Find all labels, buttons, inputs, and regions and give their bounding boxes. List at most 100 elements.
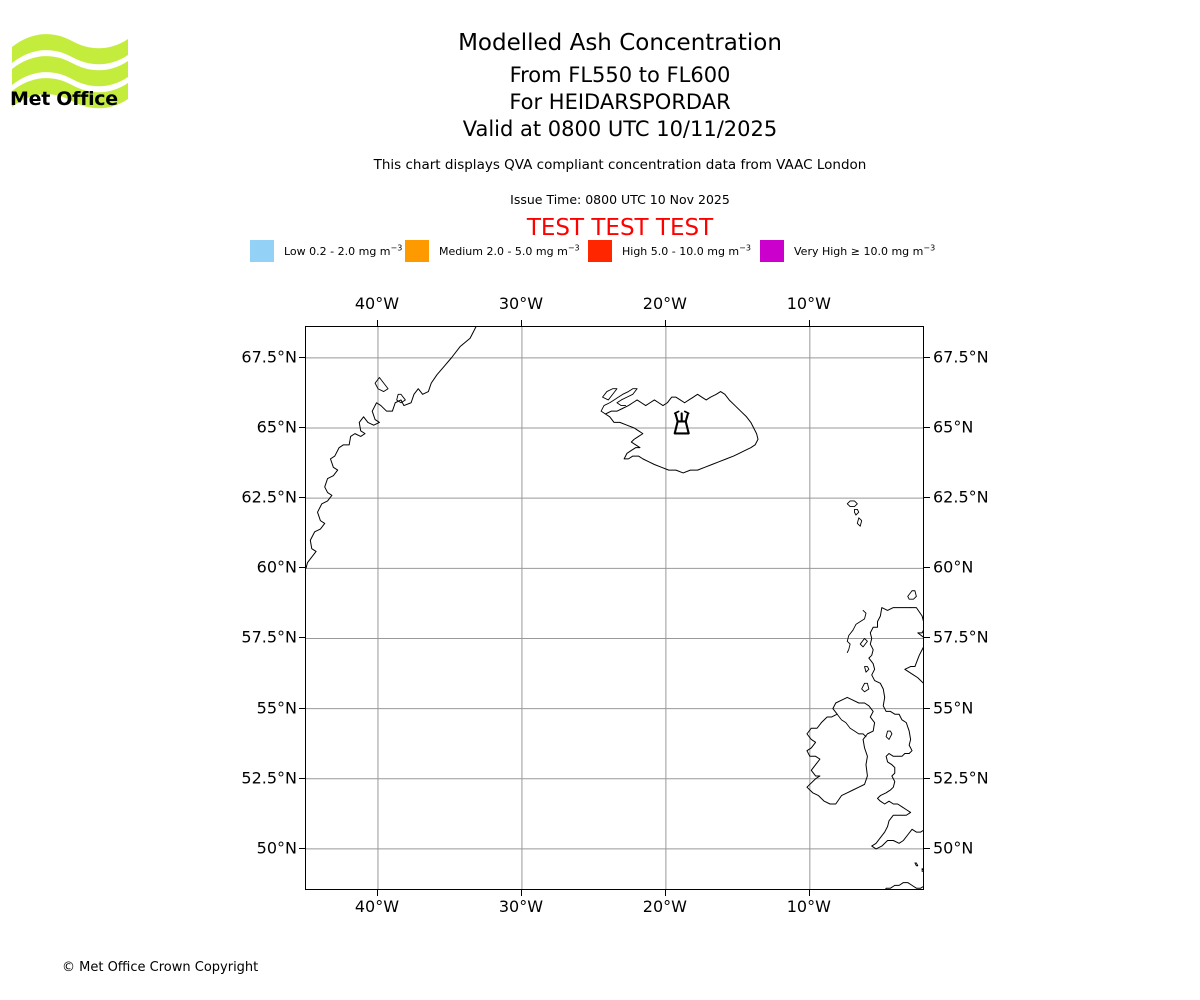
lat-tickmark	[924, 567, 930, 569]
issue-time-label: Issue Time: 0800 UTC 10 Nov 2025	[510, 192, 730, 207]
coastline-mull	[864, 666, 870, 673]
lat-tickmark	[924, 497, 930, 499]
lat-tick-left-65n: 65°N	[256, 417, 297, 437]
lat-tickmark	[924, 707, 930, 709]
lat-tick-right-50n: 50°N	[933, 838, 974, 858]
legend-label-very-high: Very High ≥ 10.0 mg m−3	[794, 242, 936, 258]
legend-label-high: High 5.0 - 10.0 mg m−3	[622, 242, 751, 258]
lat-tickmark	[924, 356, 930, 358]
volcano-cone	[673, 420, 690, 435]
legend-swatch-medium	[405, 240, 429, 262]
coastline-iceland	[604, 391, 759, 474]
valid-time-line: Valid at 0800 UTC 10/11/2025	[462, 117, 778, 141]
lat-tick-right-55n: 55°N	[933, 698, 974, 718]
coastline-great-britain	[868, 607, 923, 850]
lat-tick-right-52-5n: 52.5°N	[933, 768, 989, 788]
lat-tickmark	[924, 847, 930, 849]
map-graphics	[306, 327, 923, 889]
lon-tickmark	[664, 890, 666, 896]
concentration-legend: Low 0.2 - 2.0 mg m−3 Medium 2.0 - 5.0 mg …	[250, 238, 990, 264]
coastline-ireland	[806, 696, 876, 805]
lat-tickmark	[924, 777, 930, 779]
coastline-iceland-westfjords	[600, 388, 638, 415]
lat-tickmark	[299, 707, 305, 709]
lon-tick-bottom-10w: 10°W	[786, 897, 831, 916]
legend-entry-medium: Medium 2.0 - 5.0 mg m−3	[405, 238, 580, 264]
coastline-jersey	[921, 868, 923, 872]
coastline-greenland-island	[396, 393, 406, 404]
flight-levels-line: From FL550 to FL600	[509, 63, 731, 87]
test-banner: TEST TEST TEST	[526, 215, 714, 241]
border-northern-ireland	[836, 713, 867, 738]
lon-tick-top-20w: 20°W	[642, 294, 687, 313]
lat-tick-left-67-5n: 67.5°N	[241, 347, 297, 367]
coastlines	[306, 327, 923, 889]
coastline-faroe-north	[846, 500, 858, 508]
legend-entry-high: High 5.0 - 10.0 mg m−3	[588, 238, 751, 264]
lat-tick-right-62-5n: 62.5°N	[933, 487, 989, 507]
lon-tick-top-10w: 10°W	[786, 294, 831, 313]
lon-tick-top-30w: 30°W	[498, 294, 544, 313]
lon-tickmark	[376, 890, 378, 896]
lat-tick-left-60n: 60°N	[256, 557, 297, 577]
graticule	[306, 327, 923, 889]
met-office-wordmark: Met Office	[10, 88, 118, 110]
coastline-faroe-suduroy	[856, 517, 863, 527]
legend-swatch-high	[588, 240, 612, 262]
lat-tickmark	[299, 777, 305, 779]
coastline-great-britain-east	[904, 607, 923, 684]
lon-tick-top-40w: 40°W	[354, 294, 400, 313]
lon-tickmark	[664, 320, 666, 326]
volcano-plume	[674, 412, 689, 423]
coastline-islay	[861, 682, 870, 693]
coastline-skye	[859, 638, 868, 648]
coastline-greenland	[306, 327, 477, 569]
coastline-iceland-westfjords-north	[602, 388, 618, 401]
chart-subtitle: This chart displays QVA compliant concen…	[373, 157, 867, 173]
lat-tickmark	[299, 567, 305, 569]
copyright-notice: © Met Office Crown Copyright	[62, 960, 259, 975]
legend-label-medium: Medium 2.0 - 5.0 mg m−3	[439, 242, 580, 258]
map-container	[305, 326, 924, 890]
lon-tick-bottom-40w: 40°W	[354, 897, 400, 916]
met-office-wave-mark	[12, 34, 128, 109]
met-office-logo	[10, 25, 200, 120]
coastline-guernsey	[914, 862, 919, 867]
coastline-brittany-north	[885, 882, 923, 889]
lon-tickmark	[808, 320, 810, 326]
lat-tick-right-65n: 65°N	[933, 417, 974, 437]
lon-tickmark	[376, 320, 378, 326]
lat-tick-right-60n: 60°N	[933, 557, 974, 577]
lat-tickmark	[299, 497, 305, 499]
lat-tickmark	[299, 356, 305, 358]
volcano-name-line: For HEIDARSPORDAR	[509, 90, 731, 114]
lat-tick-right-57-5n: 57.5°N	[933, 627, 989, 647]
lat-tickmark	[299, 847, 305, 849]
page-title: Modelled Ash Concentration	[458, 30, 782, 56]
lat-tick-left-52-5n: 52.5°N	[241, 768, 297, 788]
lon-tick-bottom-20w: 20°W	[642, 897, 687, 916]
lat-tick-right-67-5n: 67.5°N	[933, 347, 989, 367]
coastline-faroe-south	[854, 508, 860, 516]
volcano-marker-heidarspordar	[673, 410, 690, 435]
lon-tickmark	[520, 320, 522, 326]
coastline-greenland-fjord	[374, 377, 389, 392]
volcano-ejecta	[673, 410, 690, 415]
lon-tick-bottom-30w: 30°W	[498, 897, 544, 916]
map-plot-frame	[305, 326, 924, 890]
legend-entry-low: Low 0.2 - 2.0 mg m−3	[250, 238, 402, 264]
coastline-orkney	[907, 590, 917, 600]
legend-entry-very-high: Very High ≥ 10.0 mg m−3	[760, 238, 935, 264]
lat-tickmark	[299, 427, 305, 428]
coastline-outer-hebrides	[846, 609, 867, 653]
lat-tick-left-57-5n: 57.5°N	[241, 627, 297, 647]
lat-tickmark	[924, 637, 930, 639]
coastline-isle-of-man	[885, 730, 893, 740]
legend-label-low: Low 0.2 - 2.0 mg m−3	[284, 242, 403, 258]
lon-tickmark	[808, 890, 810, 896]
lon-tickmark	[520, 890, 522, 896]
lat-tick-left-50n: 50°N	[256, 838, 297, 858]
lat-tick-left-62-5n: 62.5°N	[241, 487, 297, 507]
legend-swatch-low	[250, 240, 274, 262]
lat-tickmark	[299, 637, 305, 639]
